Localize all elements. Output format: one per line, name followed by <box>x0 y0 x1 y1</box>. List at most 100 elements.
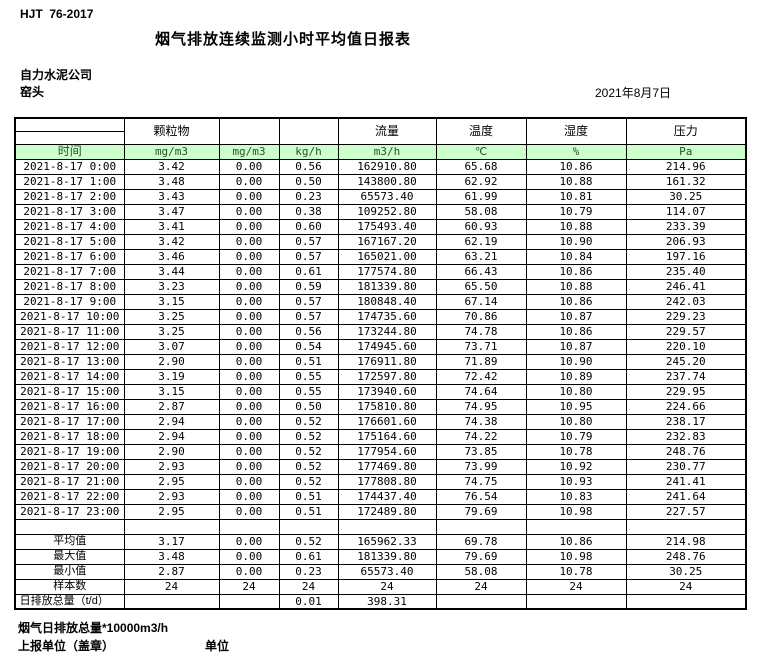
data-row-cell: 10.88 <box>525 218 627 235</box>
data-row-cell: 0.00 <box>218 473 280 490</box>
data-row-cell: 65573.40 <box>337 188 437 205</box>
data-row-cell: 0.52 <box>278 428 339 445</box>
unit-cell: Pa <box>625 143 747 160</box>
data-row-cell: 3.48 <box>123 173 220 190</box>
unit-label: 单位 <box>205 639 230 653</box>
data-row-cell: 175810.80 <box>337 398 437 415</box>
col-header-particulate: 颗粒物 <box>123 117 220 145</box>
data-row-cell: 10.86 <box>525 293 627 310</box>
data-row-cell: 248.76 <box>625 443 747 460</box>
spacer-row-cell <box>435 518 527 535</box>
data-row-cell: 2.94 <box>123 413 220 430</box>
data-row: 2021-8-17 0:00 3.42 0.00 0.56 162910.80 65.68… <box>14 158 747 175</box>
summary-row-cell: 24 <box>625 578 747 595</box>
data-row-cell: 0.55 <box>278 368 339 385</box>
summary-row-cell: 2.87 <box>123 563 220 580</box>
summary-row-cell: 24 <box>435 578 527 595</box>
data-row-cell: 0.00 <box>218 308 280 325</box>
col-header-humidity: 湿度 <box>525 117 627 145</box>
data-row-cell: 0.55 <box>278 383 339 400</box>
summary-row-cell: 24 <box>337 578 437 595</box>
data-row-cell: 2.95 <box>123 473 220 490</box>
data-row-cell: 62.19 <box>435 233 527 250</box>
data-row-cell: 177808.80 <box>337 473 437 490</box>
data-row-cell: 235.40 <box>625 263 747 280</box>
data-row-cell: 10.86 <box>525 323 627 340</box>
data-row-cell: 74.64 <box>435 383 527 400</box>
data-row-cell: 232.83 <box>625 428 747 445</box>
data-row: 2021-8-17 21:00 2.95 0.00 0.52 177808.80 74.7… <box>14 473 747 490</box>
data-row-cell: 0.00 <box>218 458 280 475</box>
spacer-row-cell <box>625 518 747 535</box>
data-row-cell: 2.95 <box>123 503 220 520</box>
data-row-cell: 233.39 <box>625 218 747 235</box>
data-row-label: 2021-8-17 8:00 <box>14 278 125 295</box>
spacer-row-cell <box>337 518 437 535</box>
data-row-cell: 177469.80 <box>337 458 437 475</box>
data-row-cell: 0.38 <box>278 203 339 220</box>
data-row: 2021-8-17 11:00 3.25 0.00 0.56 173244.80 74.7… <box>14 323 747 340</box>
data-row-cell: 74.78 <box>435 323 527 340</box>
summary-row-label: 最小值 <box>14 563 125 580</box>
data-row-cell: 0.57 <box>278 308 339 325</box>
summary-row-cell: 0.00 <box>218 533 280 550</box>
data-row-cell: 237.74 <box>625 368 747 385</box>
data-row-cell: 0.00 <box>218 443 280 460</box>
spacer-row-cell <box>525 518 627 535</box>
daily-total-row-cell <box>435 593 527 610</box>
data-row-label: 2021-8-17 5:00 <box>14 233 125 250</box>
data-row-cell: 0.00 <box>218 248 280 265</box>
data-row-cell: 0.51 <box>278 503 339 520</box>
summary-row-cell: 30.25 <box>625 563 747 580</box>
data-row-label: 2021-8-17 9:00 <box>14 293 125 310</box>
data-row: 2021-8-17 4:00 3.41 0.00 0.60 175493.40 60.93… <box>14 218 747 235</box>
data-row-cell: 175164.60 <box>337 428 437 445</box>
summary-row: 最大值 3.48 0.00 0.61 181339.80 79.69 10.98 248.76 <box>14 548 747 565</box>
summary-row-cell: 69.78 <box>435 533 527 550</box>
data-row-cell: 3.42 <box>123 233 220 250</box>
data-row-cell: 172597.80 <box>337 368 437 385</box>
col-header-temperature: 温度 <box>435 117 527 145</box>
data-row-label: 2021-8-17 19:00 <box>14 443 125 460</box>
data-row-cell: 0.23 <box>278 188 339 205</box>
data-row-cell: 245.20 <box>625 353 747 370</box>
report-date: 2021年8月7日 <box>595 86 672 100</box>
monitor-location: 窑头 <box>20 85 45 99</box>
data-row-cell: 174437.40 <box>337 488 437 505</box>
summary-row-cell: 24 <box>218 578 280 595</box>
unit-cell: m3/h <box>337 143 437 160</box>
summary-row-label: 样本数 <box>14 578 125 595</box>
daily-total-row-cell: 0.01 <box>278 593 339 610</box>
data-row-label: 2021-8-17 7:00 <box>14 263 125 280</box>
data-row-cell: 0.61 <box>278 263 339 280</box>
footer-note: 烟气日排放总量*10000m3/h <box>18 621 169 635</box>
data-row-cell: 174945.60 <box>337 338 437 355</box>
data-row-cell: 2.93 <box>123 458 220 475</box>
summary-row-cell: 0.00 <box>218 548 280 565</box>
data-row-cell: 241.64 <box>625 488 747 505</box>
doc-code: HJT 76-2017 <box>20 7 94 21</box>
summary-row-cell: 181339.80 <box>337 548 437 565</box>
data-row-cell: 10.83 <box>525 488 627 505</box>
data-row-cell: 10.88 <box>525 278 627 295</box>
spacer-row-cell <box>218 518 280 535</box>
summary-row-cell: 10.98 <box>525 548 627 565</box>
data-row-cell: 3.07 <box>123 338 220 355</box>
data-row-cell: 0.00 <box>218 383 280 400</box>
data-row-cell: 10.87 <box>525 338 627 355</box>
data-row-cell: 10.79 <box>525 203 627 220</box>
unit-cell: ℃ <box>435 143 527 160</box>
data-row-cell: 206.93 <box>625 233 747 250</box>
col-header-blank-2 <box>278 117 339 145</box>
data-row-cell: 3.42 <box>123 158 220 175</box>
data-row-cell: 0.00 <box>218 158 280 175</box>
data-row-cell: 0.00 <box>218 398 280 415</box>
data-row-cell: 229.23 <box>625 308 747 325</box>
group-header-row: 颗粒物 流量 温度 湿度 压力 <box>14 117 747 145</box>
data-row: 2021-8-17 6:00 3.46 0.00 0.57 165021.00 63.21… <box>14 248 747 265</box>
data-row: 2021-8-17 22:00 2.93 0.00 0.51 174437.40 76.5… <box>14 488 747 505</box>
data-row: 2021-8-17 10:00 3.25 0.00 0.57 174735.60 70.8… <box>14 308 747 325</box>
data-row-cell: 74.75 <box>435 473 527 490</box>
data-row-cell: 0.57 <box>278 248 339 265</box>
summary-row-cell: 165962.33 <box>337 533 437 550</box>
